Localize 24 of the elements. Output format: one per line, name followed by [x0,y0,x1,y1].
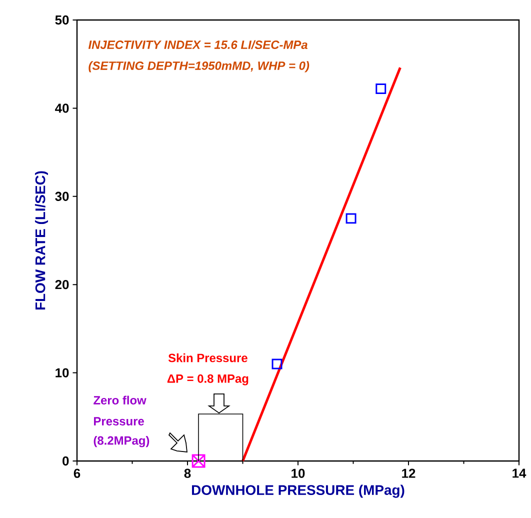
point [272,358,282,370]
annotation: Zero flow [94,396,146,405]
y-tick-label: 0 [62,456,69,466]
y-tick-label: 40 [55,104,69,113]
y-tick-label: 30 [55,192,69,201]
x-tick-label: 6 [74,468,80,478]
y-tick-label: 20 [55,280,69,290]
x-axis-title: DOWNHOLE PRESSURE (MPag) [192,484,404,498]
annotation: Skin Pressure [168,353,248,362]
point [376,84,386,94]
y-tick-label: 10 [56,368,69,378]
annotation: Pressure [94,417,144,426]
y-axis-title: FLOW RATE (LI/SEC) [34,171,48,310]
annotation: INJECTIVITY INDEX = 15.6 LI/SEC-MPa [88,40,308,50]
x-tick-label: 8 [184,468,191,478]
point [346,213,356,224]
annotation: (8.2MPag) [94,436,150,448]
annotation: ΔP = 0.8 MPag [167,374,248,386]
x-tick-label: 12 [402,468,416,478]
x-tick-label: 14 [512,468,526,478]
annotation: (SETTING DEPTH=1950mMD, WHP = 0) [88,61,310,72]
point [192,454,206,468]
y-tick-label: 50 [55,15,69,25]
x-tick-label: 10 [292,468,305,478]
